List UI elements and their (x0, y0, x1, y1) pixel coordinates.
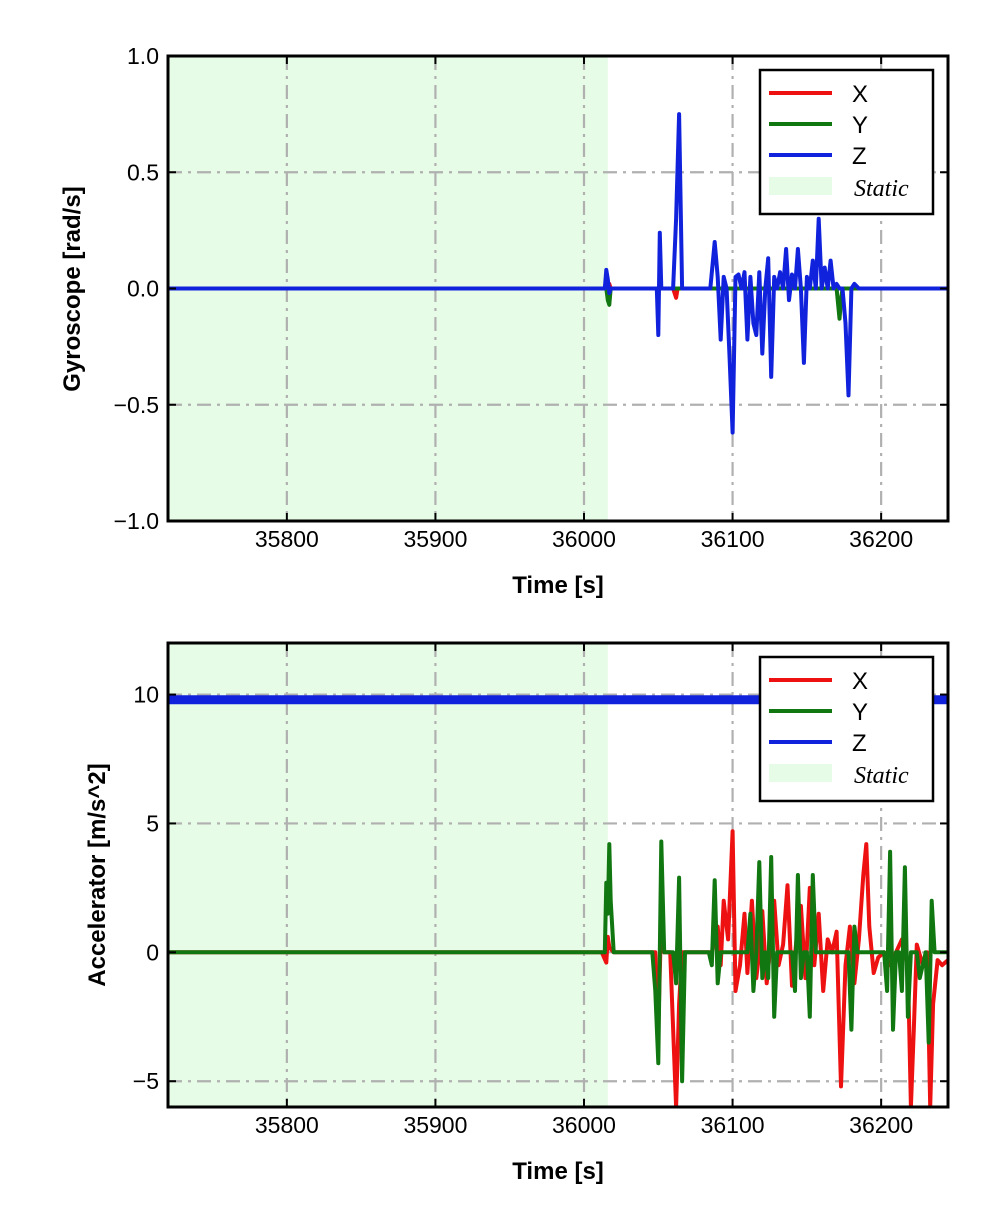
legend-z-label: Z (852, 730, 867, 757)
legend: X Y Z Static (758, 68, 935, 216)
plot-frame (166, 641, 950, 1109)
y-tick-label: 10 (133, 682, 159, 708)
y-tick-label: 0.5 (127, 159, 159, 185)
y-tick-label: 5 (146, 810, 159, 836)
accelerator-chart: 35800 35900 36000 36100 36200 −5 0 5 10 … (84, 641, 950, 1185)
y-axis-label: Gyroscope [rad/s] (59, 186, 86, 391)
y-tick-labels: −1.0 −0.5 0.0 0.5 1.0 (114, 43, 159, 534)
x-tick-label: 36200 (849, 1112, 913, 1138)
x-tick-labels: 35800 35900 36000 36100 36200 (255, 526, 913, 552)
x-tick-label: 35900 (403, 526, 467, 552)
x-tick-label: 35900 (403, 1112, 467, 1138)
y-tick-label: −0.5 (114, 392, 159, 418)
y-tick-label: −1.0 (114, 508, 159, 534)
series-y-line (168, 839, 948, 1084)
x-tick-label: 36100 (701, 1112, 765, 1138)
x-tick-label: 36000 (552, 526, 616, 552)
legend-static-swatch (769, 177, 832, 195)
y-tick-label: 1.0 (127, 43, 159, 69)
legend-static-swatch (769, 764, 832, 782)
y-tick-labels: −5 0 5 10 (133, 682, 159, 1095)
x-tick-label: 36000 (552, 1112, 616, 1138)
legend-x-label: X (852, 668, 868, 695)
y-axis-label: Accelerator [m/s^2] (84, 763, 111, 986)
legend-y-label: Y (852, 112, 868, 139)
x-axis-label: Time [s] (512, 1158, 604, 1185)
legend-z-label: Z (852, 143, 867, 170)
x-tick-labels: 35800 35900 36000 36100 36200 (255, 1112, 913, 1138)
legend-static-label: Static (854, 176, 909, 202)
static-region-band (168, 643, 608, 1107)
series-layer (168, 112, 948, 435)
legend: X Y Z Static (758, 655, 935, 803)
legend-static-label: Static (854, 763, 909, 789)
gyroscope-chart: 35800 35900 36000 36100 36200 −1.0 −0.5 … (59, 43, 950, 599)
x-axis-label: Time [s] (512, 572, 604, 599)
series-x-line (168, 829, 948, 1107)
x-tick-label: 36200 (849, 526, 913, 552)
y-tick-label: −5 (133, 1068, 159, 1094)
x-tick-label: 35800 (255, 526, 319, 552)
y-tick-label: 0 (146, 939, 159, 965)
legend-x-label: X (852, 81, 868, 108)
legend-y-label: Y (852, 699, 868, 726)
y-tick-label: 0.0 (127, 276, 159, 302)
x-tick-label: 36100 (701, 526, 765, 552)
series-z-line (168, 112, 947, 435)
x-tick-label: 35800 (255, 1112, 319, 1138)
